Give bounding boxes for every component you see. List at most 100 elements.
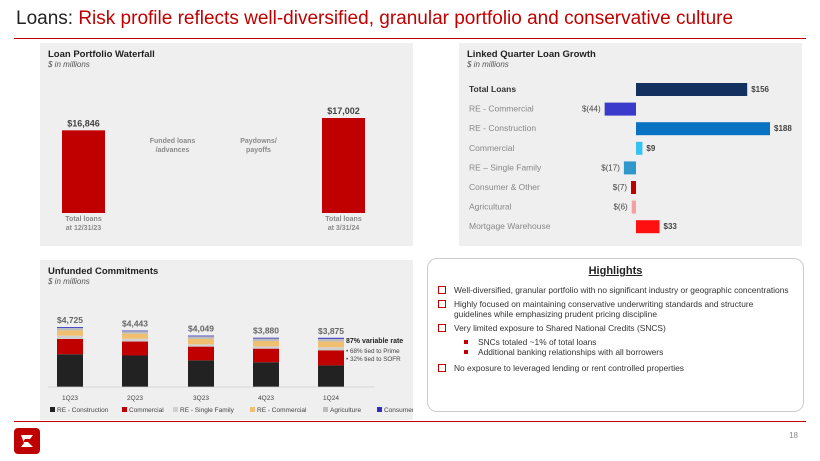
stack-segment [57,327,83,331]
quarter-tick-label: 1Q24 [323,395,339,402]
checkbox-bullet-icon [438,286,446,294]
stack-segment [57,339,83,355]
checkbox-bullet-icon [438,364,446,372]
legend-swatch [50,407,55,412]
highlight-subitem: SNCs totaled ~1% of total loans [438,337,793,347]
legend-label: Consumer/Other [384,407,413,414]
stack-segment [188,360,214,387]
title-prefix: Loans: [16,8,79,29]
stack-segment [318,338,344,342]
growth-value-label: $(6) [613,203,628,212]
growth-subtitle: $ in millions [467,60,509,69]
legend-swatch [377,407,382,412]
stack-segment [318,337,344,339]
growth-panel: Linked Quarter Loan Growth $ in millions… [459,43,802,246]
page-title: Loans: Risk profile reflects well-divers… [16,8,733,30]
growth-value-label: $188 [774,124,792,133]
growth-title: Linked Quarter Loan Growth [467,49,596,60]
quarter-tick-label: 2Q23 [127,395,143,402]
waterfall-caption: /advances [156,147,190,154]
square-bullet-icon [464,340,468,344]
highlight-item: Well-diversified, granular portfolio wit… [438,285,793,295]
unfunded-title: Unfunded Commitments [48,266,159,277]
quarter-tick-label: 3Q23 [193,395,209,402]
waterfall-caption: at 3/31/24 [328,225,360,232]
growth-bar [636,83,748,96]
highlights-title: Highlights [588,265,643,277]
growth-value-label: $(44) [582,105,601,114]
checkbox-bullet-icon [438,300,446,308]
growth-value-label: $156 [751,85,769,94]
growth-category-label: RE - Commercial [469,104,534,114]
variable-rate-note: 87% variable rate [346,338,403,345]
waterfall-caption: Total loans [325,216,362,223]
legend-swatch [323,407,328,412]
stack-segment [188,336,214,339]
waterfall-bar [62,130,105,213]
stack-segment [253,341,279,347]
legend-label: RE - Construction [57,407,109,414]
growth-bar [623,161,636,175]
stack-segment [122,341,148,356]
waterfall-caption: Total loans [65,216,102,223]
stack-segment [318,341,344,348]
stack-segment [122,331,148,334]
waterfall-value-label: $17,002 [327,106,360,116]
growth-category-label: Consumer & Other [469,182,540,192]
waterfall-bar [322,118,365,213]
bank-logo [14,428,40,454]
square-bullet-icon [464,350,468,354]
waterfall-caption: payoffs [246,147,271,154]
legend-label: Agriculture [330,407,361,414]
legend-label: RE - Single Family [180,407,235,414]
stack-segment [188,344,214,347]
stack-segment [253,337,279,339]
waterfall-panel: Loan Portfolio Waterfall $ in millions $… [40,43,413,246]
growth-category-label: Mortgage Warehouse [469,221,551,231]
growth-value-label: $(7) [613,183,628,192]
waterfall-caption: Funded loans [150,138,196,145]
footer-rule [14,421,806,422]
growth-bar [636,141,643,155]
page-number: 18 [789,431,798,440]
unfunded-subtitle: $ in millions [48,277,90,286]
stack-segment [188,335,214,337]
growth-bar [636,220,660,234]
waterfall-caption: Paydowns/ [240,138,277,145]
waterfall-value-label: $16,846 [67,118,100,128]
stack-segment [188,338,214,345]
legend-label: RE - Commercial [257,407,307,414]
stack-segment [57,335,83,339]
quarter-tick-label: 1Q23 [62,395,78,402]
growth-bar [631,200,636,214]
stack-total-label: $4,443 [122,319,148,329]
stack-segment [57,327,83,328]
highlights-list: Well-diversified, granular portfolio wit… [438,285,793,377]
stack-segment [122,333,148,339]
title-rule [14,38,806,39]
growth-value-label: $9 [646,144,655,153]
stack-segment [57,354,83,387]
stack-segment [122,338,148,342]
stack-total-label: $3,880 [253,326,279,336]
stack-total-label: $3,875 [318,326,344,336]
highlights-box: Highlights Well-diversified, granular po… [427,258,804,412]
highlight-item: Highly focused on maintaining conservati… [438,299,793,319]
stack-segment [318,350,344,366]
variable-rate-detail: • 68% tied to Prime [346,348,400,355]
stack-total-label: $4,725 [57,315,83,325]
variable-rate-detail: • 32% tied to SOFR [346,356,401,363]
growth-bar [604,102,636,116]
title-main: Risk profile reflects well-diversified, … [78,8,734,29]
logo-mark-icon [21,435,33,447]
highlight-subitem: Additional banking relationships with al… [438,347,793,357]
stack-segment [122,330,148,332]
growth-category-label: RE – Single Family [469,162,542,172]
growth-value-label: $(17) [601,163,620,172]
waterfall-title: Loan Portfolio Waterfall [48,49,155,60]
highlight-item: No exposure to leveraged lending or rent… [438,363,793,373]
growth-category-label: Agricultural [469,202,512,212]
legend-swatch [173,407,178,412]
growth-bar [636,122,770,136]
